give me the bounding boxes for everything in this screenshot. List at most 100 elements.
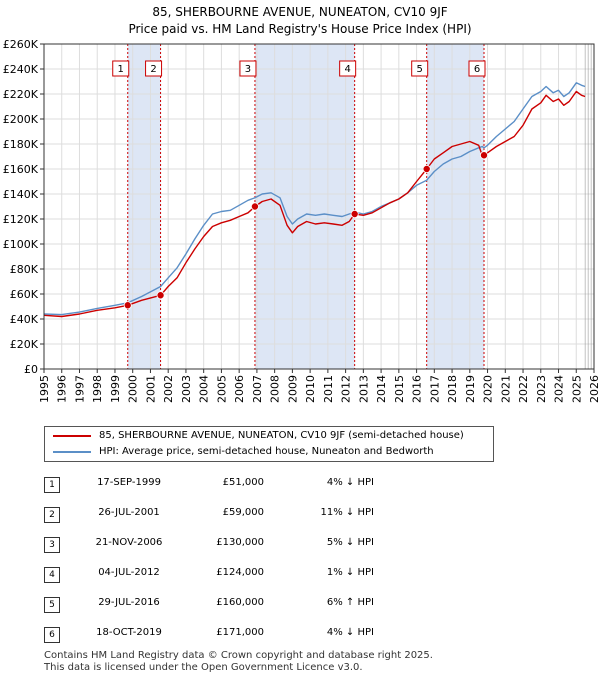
x-tick-label: 2013 <box>357 375 370 403</box>
y-tick-label: £140K <box>3 188 39 201</box>
x-tick-label: 2016 <box>411 375 424 403</box>
x-tick-label: 2000 <box>127 375 140 403</box>
x-tick-label: 2021 <box>499 375 512 403</box>
x-tick-label: 2014 <box>375 375 388 403</box>
sale-date: 21-NOV-2006 <box>95 537 163 548</box>
y-tick-label: £160K <box>3 163 39 176</box>
x-tick-label: 1997 <box>73 375 86 403</box>
sale-label-box <box>239 60 257 77</box>
chart-title: 85, SHERBOURNE AVENUE, NUNEATON, CV10 9J… <box>152 5 448 19</box>
sale-label-text: 2 <box>150 64 156 75</box>
sale-point <box>156 291 165 300</box>
x-tick-label: 2025 <box>570 375 583 403</box>
transactions-table: 1 17-SEP-1999 £51,000 4% ↓ HPI 2 26-JUL-… <box>44 470 444 650</box>
sale-label-box <box>411 60 429 77</box>
sale-date: 18-OCT-2019 <box>96 627 162 638</box>
sale-hpi-diff: 5% ↓ HPI <box>326 537 374 548</box>
sale-point <box>479 151 488 160</box>
x-tick-label: 2007 <box>251 375 264 403</box>
table-row: 3 21-NOV-2006 £130,000 5% ↓ HPI <box>44 530 444 560</box>
shaded-period <box>254 44 355 369</box>
x-tick-label: 2022 <box>517 375 530 403</box>
sale-label-text: 6 <box>474 64 480 75</box>
sale-price: £59,000 <box>222 507 264 518</box>
y-tick-label: £0 <box>24 363 38 376</box>
y-tick-label: £100K <box>3 238 39 251</box>
table-row: 4 04-JUL-2012 £124,000 1% ↓ HPI <box>44 560 444 590</box>
sale-hpi-diff: 4% ↓ HPI <box>326 627 374 638</box>
footer-copyright: Contains HM Land Registry data © Crown c… <box>44 650 433 661</box>
gridlines <box>43 43 595 370</box>
x-tick-label: 2026 <box>588 375 600 403</box>
x-tick-label: 2008 <box>269 375 282 403</box>
x-tick-label: 1995 <box>38 375 51 403</box>
x-tick-label: 2004 <box>198 375 211 403</box>
x-tick-label: 2012 <box>340 375 353 403</box>
sale-number: 1 <box>44 477 60 493</box>
sale-hpi-diff: 4% ↓ HPI <box>326 477 374 488</box>
sale-label-text: 3 <box>245 64 251 75</box>
y-tick-label: £220K <box>3 88 39 101</box>
sale-label-box <box>468 60 486 77</box>
table-row: 2 26-JUL-2001 £59,000 11% ↓ HPI <box>44 500 444 530</box>
sale-price: £51,000 <box>222 477 264 488</box>
shaded-period <box>127 44 161 369</box>
x-tick-label: 2017 <box>428 375 441 403</box>
footer-licence: This data is licensed under the Open Gov… <box>44 662 363 673</box>
sale-date: 04-JUL-2012 <box>98 567 160 578</box>
x-tick-label: 2018 <box>446 375 459 403</box>
x-tick-label: 2023 <box>535 375 548 403</box>
x-tick-label: 1998 <box>91 375 104 403</box>
y-tick-label: £120K <box>3 213 39 226</box>
y-tick-label: £80K <box>10 263 39 276</box>
x-tick-label: 2005 <box>215 375 228 403</box>
sale-point <box>250 202 259 211</box>
legend-swatch-hpi <box>53 451 91 453</box>
x-tick-label: 2002 <box>162 375 175 403</box>
sale-number: 3 <box>44 537 60 553</box>
x-tick-label: 2009 <box>286 375 299 403</box>
sale-hpi-diff: 1% ↓ HPI <box>326 567 374 578</box>
sale-period-shading <box>127 44 484 369</box>
sale-date: 17-SEP-1999 <box>97 477 161 488</box>
x-tick-label: 2006 <box>233 375 246 403</box>
y-tick-label: £260K <box>3 38 39 51</box>
projection-hatch <box>584 44 592 369</box>
footer: Contains HM Land Registry data © Crown c… <box>44 650 433 674</box>
x-tick-label: 2020 <box>482 375 495 403</box>
x-tick-label: 2015 <box>393 375 406 403</box>
x-tick-label: 1999 <box>109 375 122 403</box>
sale-point <box>422 164 431 173</box>
x-tick-label: 1996 <box>56 375 69 403</box>
chart-title-block: 85, SHERBOURNE AVENUE, NUNEATON, CV10 9J… <box>0 4 600 38</box>
sale-label-box <box>112 60 130 77</box>
table-row: 1 17-SEP-1999 £51,000 4% ↓ HPI <box>44 470 444 500</box>
y-tick-label: £20K <box>10 338 39 351</box>
sale-label-text: 4 <box>344 64 350 75</box>
legend-label-hpi: HPI: Average price, semi-detached house,… <box>99 446 434 457</box>
sale-number: 4 <box>44 567 60 583</box>
y-tick-label: £240K <box>3 63 39 76</box>
x-tick-label: 2001 <box>144 375 157 403</box>
sale-price: £130,000 <box>216 537 264 548</box>
x-tick-label: 2010 <box>304 375 317 403</box>
y-tick-label: £60K <box>10 288 39 301</box>
sale-date: 29-JUL-2016 <box>98 597 160 608</box>
table-row: 5 29-JUL-2016 £160,000 6% ↑ HPI <box>44 590 444 620</box>
x-tick-label: 2003 <box>180 375 193 403</box>
sale-number: 5 <box>44 597 60 613</box>
sale-points <box>123 151 488 310</box>
sale-price: £160,000 <box>216 597 264 608</box>
y-tick-label: £200K <box>3 113 39 126</box>
sale-number: 2 <box>44 507 60 523</box>
sale-label-box <box>145 60 163 77</box>
chart-subtitle: Price paid vs. HM Land Registry's House … <box>128 22 472 36</box>
legend-label-property: 85, SHERBOURNE AVENUE, NUNEATON, CV10 9J… <box>99 430 464 441</box>
sale-point <box>123 301 132 310</box>
sale-hpi-diff: 6% ↑ HPI <box>326 597 374 608</box>
sale-number: 6 <box>44 627 60 643</box>
sale-date: 26-JUL-2001 <box>98 507 160 518</box>
sale-point <box>350 209 359 218</box>
legend-swatch-property <box>53 435 91 437</box>
sale-label-text: 1 <box>118 64 124 75</box>
